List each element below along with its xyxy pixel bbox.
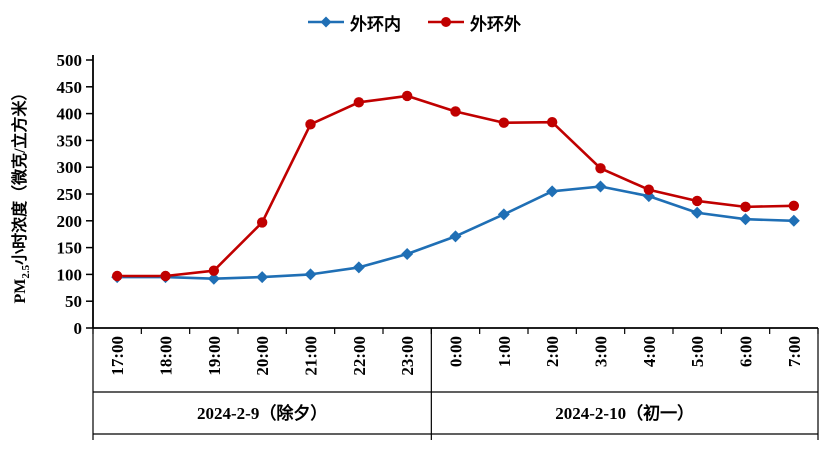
svg-text:5:00: 5:00 xyxy=(688,336,707,367)
y-axis-tick-label: 250 xyxy=(57,185,83,204)
x-axis-label: 7:00 xyxy=(785,336,804,367)
x-axis-label: 17:00 xyxy=(108,336,127,376)
x-axis-label: 18:00 xyxy=(157,336,176,376)
date-group-label: 2024-2-10（初一） xyxy=(555,403,694,423)
diamond-marker-icon xyxy=(449,230,462,243)
diamond-marker-icon xyxy=(546,185,559,198)
y-axis-tick-label: 50 xyxy=(65,292,82,311)
svg-text:PM2.5小时浓度（微克/立方米）: PM2.5小时浓度（微克/立方米） xyxy=(10,84,32,303)
y-axis-tick-label: 300 xyxy=(57,158,83,177)
circle-marker-icon xyxy=(498,117,510,128)
circle-marker-icon xyxy=(160,270,171,282)
circle-marker-icon xyxy=(208,265,220,276)
legend-label-outside-outer-ring: 外环外 xyxy=(470,14,521,34)
x-axis-label: 0:00 xyxy=(447,336,466,367)
y-axis-tick-label: 350 xyxy=(57,131,83,150)
svg-text:17:00: 17:00 xyxy=(108,336,127,376)
svg-text:18:00: 18:00 xyxy=(157,336,176,376)
legend-item-outside-outer-ring: 外环外 xyxy=(427,10,521,35)
diamond-marker-icon xyxy=(256,271,269,284)
x-axis-label: 6:00 xyxy=(737,336,756,367)
x-axis-label: 2:00 xyxy=(543,336,562,367)
x-axis-label: 21:00 xyxy=(302,336,321,376)
diamond-marker-icon xyxy=(787,214,800,227)
svg-text:19:00: 19:00 xyxy=(205,336,224,376)
x-axis-label: 23:00 xyxy=(398,336,417,376)
y-axis-tick-label: 200 xyxy=(57,212,83,231)
chart-legend: 外环内 外环外 xyxy=(0,8,828,36)
legend-label-inside-outer-ring: 外环内 xyxy=(350,14,401,34)
circle-marker-icon xyxy=(740,201,751,213)
circle-marker-icon xyxy=(305,119,316,130)
diamond-marker-icon xyxy=(352,261,365,274)
x-axis-label: 20:00 xyxy=(253,336,272,376)
y-axis-tick-label: 100 xyxy=(57,265,83,284)
svg-text:4:00: 4:00 xyxy=(640,336,659,367)
x-axis-label: 3:00 xyxy=(592,336,611,367)
y-axis-tick-label: 450 xyxy=(57,78,83,97)
svg-text:3:00: 3:00 xyxy=(592,336,611,367)
circle-marker-icon xyxy=(546,116,558,128)
circle-marker-icon xyxy=(353,97,365,108)
diamond-marker-icon xyxy=(739,213,752,226)
diamond-marker-icon xyxy=(304,268,317,281)
series-line-外环外 xyxy=(115,94,796,278)
circle-marker-icon xyxy=(111,270,123,282)
svg-text:6:00: 6:00 xyxy=(737,336,756,367)
svg-text:23:00: 23:00 xyxy=(398,336,417,376)
circle-marker-icon xyxy=(595,163,606,174)
x-axis-label: 5:00 xyxy=(688,336,707,367)
svg-text:22:00: 22:00 xyxy=(350,336,369,376)
diamond-marker-icon xyxy=(497,208,510,221)
x-axis-label: 19:00 xyxy=(205,336,224,376)
y-axis-tick-label: 500 xyxy=(57,51,83,70)
y-axis-tick-label: 0 xyxy=(74,319,83,338)
legend-circle-marker-icon xyxy=(427,15,465,29)
svg-text:7:00: 7:00 xyxy=(785,336,804,367)
svg-text:20:00: 20:00 xyxy=(253,336,272,376)
circle-marker-icon xyxy=(401,90,413,102)
y-axis-tick-label: 400 xyxy=(57,105,83,124)
x-axis-label: 1:00 xyxy=(495,336,514,367)
diamond-marker-icon xyxy=(401,248,414,261)
diamond-marker-icon xyxy=(691,206,704,219)
svg-text:2:00: 2:00 xyxy=(543,336,562,367)
svg-text:1:00: 1:00 xyxy=(495,336,514,367)
diamond-marker-icon xyxy=(207,272,220,285)
legend-diamond-marker-icon xyxy=(307,15,345,29)
pm25-line-chart: 0 50 100 150 200 250 300 350 400 450 500 17:00 18:00… xyxy=(10,51,819,440)
legend-item-inside-outer-ring: 外环内 xyxy=(307,10,401,35)
circle-marker-icon xyxy=(788,200,800,211)
circle-marker-icon xyxy=(691,195,703,207)
y-axis-tick-label: 150 xyxy=(57,239,83,258)
x-axis-label: 4:00 xyxy=(640,336,659,367)
svg-text:21:00: 21:00 xyxy=(302,336,321,376)
date-group-label: 2024-2-9（除夕） xyxy=(197,403,327,423)
x-axis-label: 22:00 xyxy=(350,336,369,376)
svg-text:0:00: 0:00 xyxy=(447,336,466,367)
circle-marker-icon xyxy=(450,106,461,117)
diamond-marker-icon xyxy=(594,180,607,193)
circle-marker-icon xyxy=(256,217,268,228)
circle-marker-icon xyxy=(643,184,655,195)
y-axis-title: PM2.5小时浓度（微克/立方米） xyxy=(10,84,32,303)
